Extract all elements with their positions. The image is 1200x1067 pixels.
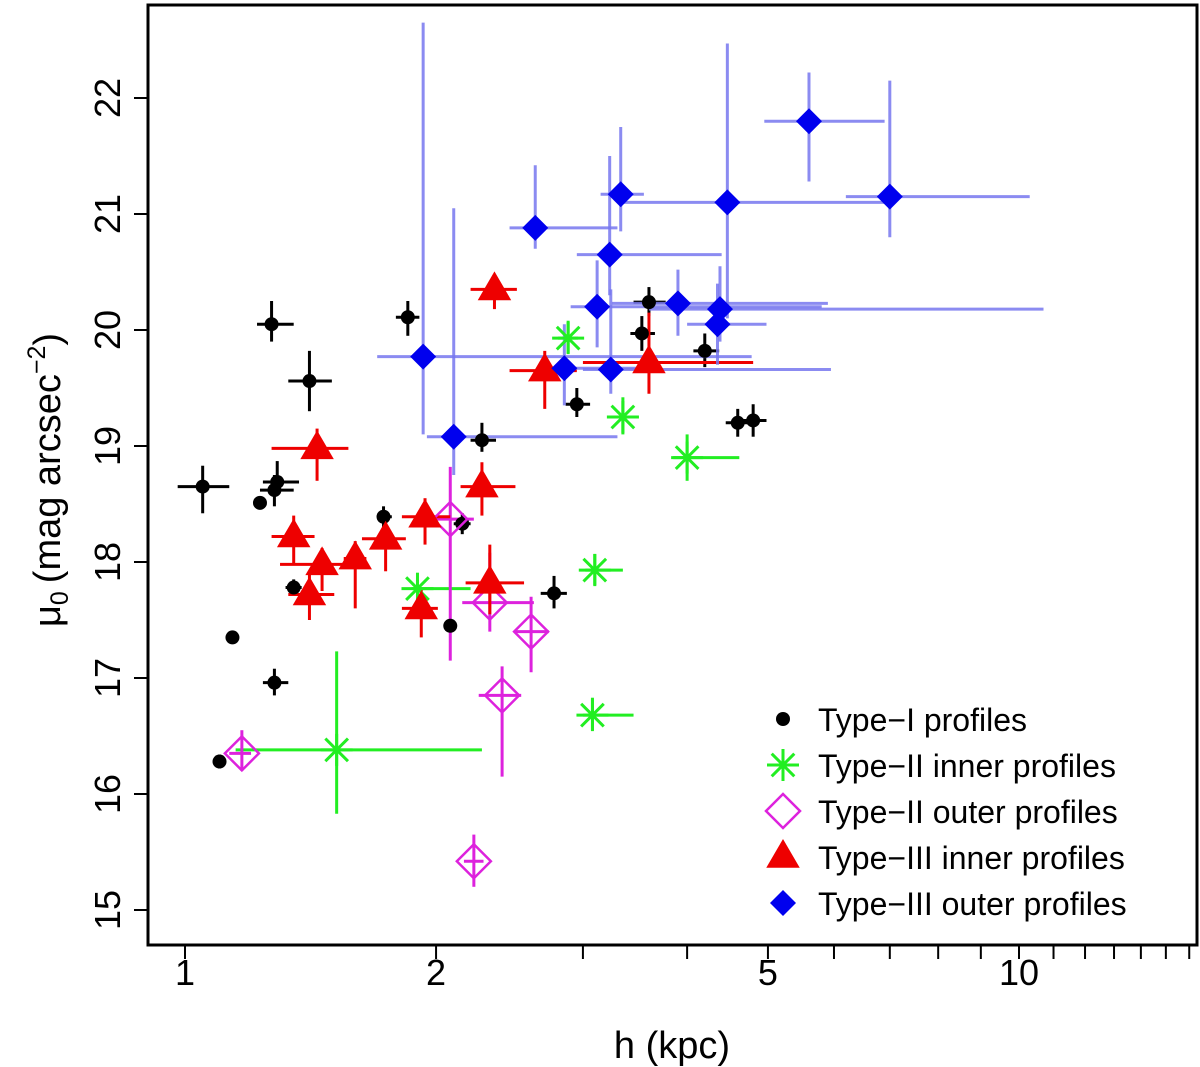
data-point [267,675,282,690]
data-point [338,540,372,570]
data-point [276,518,311,548]
y-axis-label-subscript: 0 [46,591,74,605]
data-point [730,415,745,430]
data-point [876,183,903,210]
data-point [195,479,210,494]
legend-marker [776,712,790,726]
y-axis: 15 16 17 18 19 20 21 22 [87,78,148,930]
x-tick-label: 2 [426,952,446,993]
data-point [302,374,317,389]
data-point [440,423,467,450]
legend: Type−I profiles Type−II inner profiles Typ… [764,702,1127,922]
data-point [252,495,267,510]
data-point [471,583,509,622]
data-point [569,397,584,412]
data-point [473,564,507,594]
data-point [706,296,733,323]
y-tick-label: 20 [87,310,128,350]
x-tick-label: 5 [758,952,778,993]
x-tick-label: 10 [999,952,1039,993]
y-tick-label: 16 [87,774,128,814]
data-point [305,546,339,576]
data-point [641,295,656,310]
legend-label: Type−III outer profiles [818,886,1127,922]
y-axis-label-mu: μ [27,605,69,627]
y-tick-label: 18 [87,542,128,582]
data-point [522,214,549,241]
data-point [431,500,470,538]
x-axis: 1 2 5 10 [175,945,1191,993]
data-point [300,430,334,460]
data-point [697,343,712,358]
legend-marker [767,749,799,781]
data-point [664,290,691,317]
data-point [606,401,639,433]
data-point [455,842,493,881]
y-axis-label-unit: (mag arcsec [27,374,69,583]
y-tick-label: 17 [87,658,128,698]
y-tick-label: 15 [87,890,128,930]
data-point [578,554,611,587]
data-point [474,433,489,448]
data-point [368,520,403,550]
data-point [607,181,634,208]
data-point [632,344,666,374]
data-point [671,441,704,474]
data-point [212,754,227,769]
y-tick-label: 22 [87,78,128,118]
data-point [714,189,741,216]
data-point [795,108,822,135]
data-point [746,413,761,428]
data-point [597,356,624,383]
data-point [443,618,458,633]
data-point [584,293,611,320]
data-point [286,580,301,595]
legend-marker [764,792,802,830]
data-point [596,241,623,268]
data-point [634,326,649,341]
y-tick-label: 19 [87,426,128,466]
data-point [465,468,499,498]
plot-frame [146,3,1199,947]
data-point [400,310,415,325]
y-tick-label: 21 [87,194,128,234]
data-point [512,612,550,651]
data-point [320,733,353,766]
data-point [408,498,442,528]
data-point [223,734,261,773]
x-tick-label: 1 [175,952,195,993]
data-point [225,630,240,645]
legend-label: Type−I profiles [818,702,1027,738]
y-axis-label-close: ) [27,333,69,346]
data-point [477,271,512,301]
data-point [267,483,282,498]
svg-text:μ0(mag arcsec−2): μ0 (mag arcsec−2) [23,333,74,627]
data-markers [195,108,903,881]
legend-marker [766,839,800,868]
data-point [552,322,585,355]
y-axis-label: μ0 (mag arcsec−2) [23,333,74,627]
y-axis-label-exponent: −2 [23,346,51,375]
data-point [551,355,578,382]
legend-marker [770,890,796,916]
data-point [576,699,609,732]
legend-label: Type−II inner profiles [818,748,1116,784]
data-point [483,676,521,715]
data-point [376,509,391,524]
data-point [528,352,562,382]
data-point [547,586,562,601]
data-point [292,576,327,606]
x-axis-label: h (kpc) [614,1025,730,1067]
data-point [410,343,437,370]
legend-label: Type−III inner profiles [818,840,1125,876]
data-point [264,317,279,332]
legend-label: Type−II outer profiles [818,794,1118,830]
data-point [404,590,439,620]
